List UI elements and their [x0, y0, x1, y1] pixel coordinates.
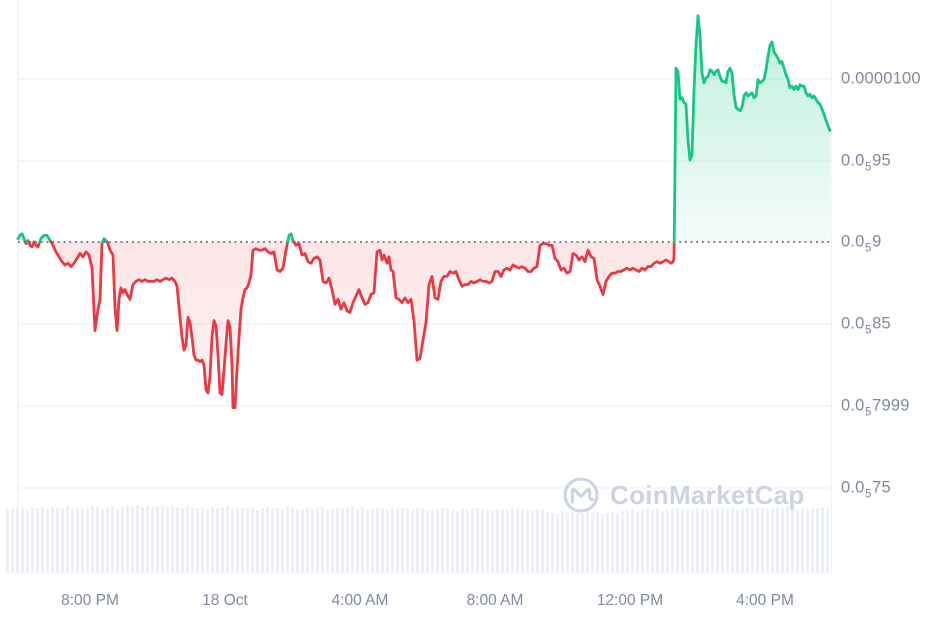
y-tick-label: 0.0575 — [841, 478, 891, 501]
y-tick-label: 0.059 — [841, 232, 882, 255]
price-area-down — [294, 242, 675, 361]
price-line-down — [292, 240, 676, 362]
y-tick-label: 0.0000100 — [841, 69, 921, 88]
y-tick-label: 0.057999 — [841, 396, 910, 419]
price-area-up — [674, 15, 830, 243]
x-tick-label: 8:00 AM — [466, 592, 524, 609]
watermark-text: CoinMarketCap — [610, 480, 805, 510]
x-tick-label: 8:00 PM — [61, 592, 119, 609]
y-tick-label: 0.0585 — [841, 314, 891, 337]
price-line-down — [32, 240, 42, 249]
coinmarketcap-watermark: CoinMarketCap — [561, 475, 805, 515]
price-line-down — [27, 240, 36, 249]
x-tick-label: 4:00 PM — [736, 592, 794, 609]
price-area-down — [107, 242, 288, 408]
price-line-down — [105, 240, 290, 409]
price-line-down — [49, 240, 105, 332]
coinmarketcap-logo-icon — [563, 477, 599, 513]
volume-bars — [6, 505, 829, 573]
price-line-up — [672, 14, 832, 244]
x-tick-label: 12:00 PM — [596, 592, 664, 609]
x-tick-label: 18 Oct — [202, 592, 248, 609]
y-tick-label: 0.0595 — [841, 151, 891, 174]
price-line-up — [38, 234, 53, 244]
x-tick-label: 4:00 AM — [331, 592, 389, 609]
price-line-up — [16, 232, 27, 244]
